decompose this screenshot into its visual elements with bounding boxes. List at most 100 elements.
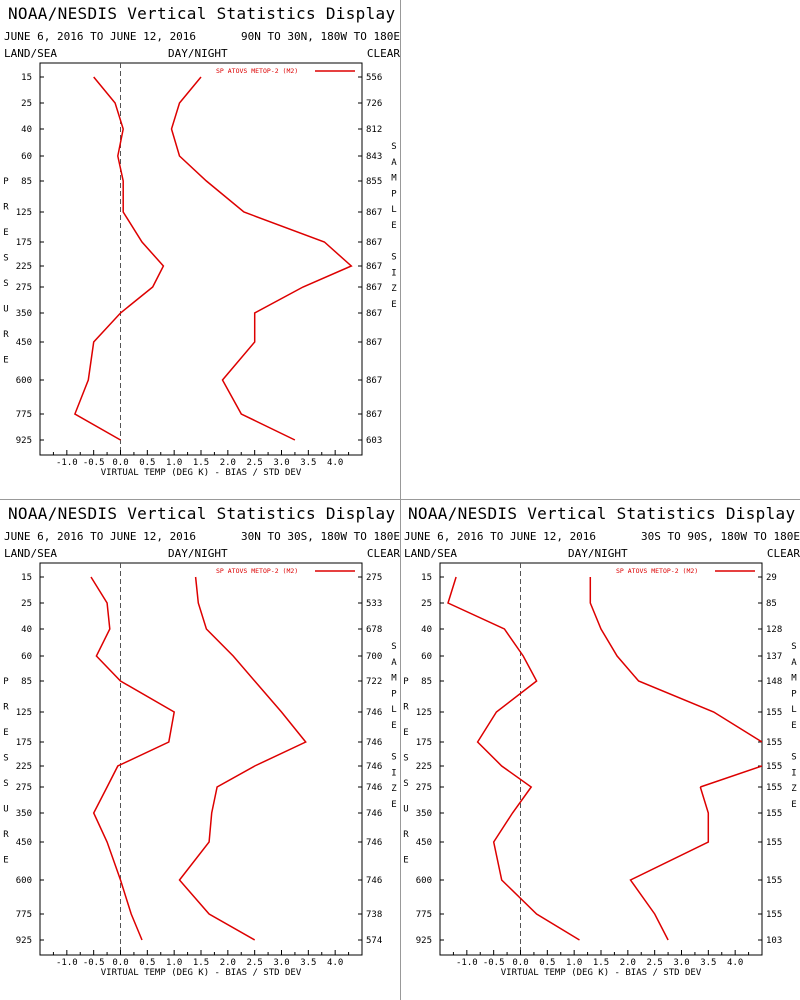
pressure-level-label: 25 bbox=[421, 599, 432, 609]
pressure-level-label: 25 bbox=[21, 99, 32, 109]
sample-size-label: 275 bbox=[366, 573, 382, 583]
land-sea-label: LAND/SEA bbox=[4, 47, 57, 60]
sample-size-axis-letter: I bbox=[791, 768, 796, 778]
sample-size-axis-letter: A bbox=[791, 658, 797, 668]
sample-size-axis-letter: E bbox=[791, 800, 796, 810]
pressure-axis-letter: R bbox=[403, 703, 409, 713]
x-tick-label: 3.0 bbox=[673, 958, 689, 968]
sample-size-axis-letter: P bbox=[391, 189, 397, 199]
panel-divider-horizontal bbox=[0, 499, 800, 500]
sample-size-axis-letter: S bbox=[391, 753, 396, 763]
sample-size-label: 155 bbox=[766, 783, 782, 793]
x-axis-label: VIRTUAL TEMP (DEG K) - BIAS / STD DEV bbox=[501, 968, 702, 978]
pressure-level-label: 225 bbox=[16, 762, 32, 772]
pressure-axis-letter: S bbox=[3, 779, 8, 789]
panel-title: NOAA/NESDIS Vertical Statistics Display bbox=[8, 504, 396, 523]
stats-panel-tropics: NOAA/NESDIS Vertical Statistics Display J… bbox=[0, 500, 400, 1000]
sample-size-label: 867 bbox=[366, 410, 382, 420]
sample-size-label: 726 bbox=[366, 99, 382, 109]
pressure-level-label: 15 bbox=[21, 573, 32, 583]
sample-size-axis-letter: I bbox=[391, 268, 396, 278]
x-tick-label: 0.0 bbox=[112, 958, 128, 968]
sample-size-axis-letter: Z bbox=[391, 284, 397, 294]
clear-label: CLEAR bbox=[366, 547, 400, 560]
sample-size-label: 155 bbox=[766, 876, 782, 886]
pressure-axis-letter: S bbox=[403, 754, 408, 764]
x-tick-label: 2.0 bbox=[220, 958, 236, 968]
pressure-axis-letter: S bbox=[3, 279, 8, 289]
pressure-level-label: 600 bbox=[416, 876, 432, 886]
sample-size-label: 155 bbox=[766, 910, 782, 920]
x-tick-label: 2.0 bbox=[220, 458, 236, 468]
sample-size-label: 855 bbox=[366, 177, 382, 187]
x-tick-label: 0.5 bbox=[139, 458, 155, 468]
pressure-level-label: 925 bbox=[16, 936, 32, 946]
sample-size-label: 867 bbox=[366, 238, 382, 248]
sample-size-label: 678 bbox=[366, 625, 382, 635]
stats-panel-south: NOAA/NESDIS Vertical Statistics Display J… bbox=[400, 500, 800, 1000]
panel-title: NOAA/NESDIS Vertical Statistics Display bbox=[8, 4, 396, 23]
clear-label: CLEAR bbox=[766, 547, 800, 560]
pressure-level-label: 85 bbox=[21, 677, 32, 687]
pressure-level-label: 275 bbox=[16, 283, 32, 293]
x-tick-label: 2.0 bbox=[620, 958, 636, 968]
pressure-axis-letter: E bbox=[3, 228, 8, 238]
sample-size-label: 155 bbox=[766, 738, 782, 748]
pressure-level-label: 40 bbox=[421, 625, 432, 635]
pressure-level-label: 275 bbox=[16, 783, 32, 793]
day-night-label: DAY/NIGHT bbox=[568, 547, 628, 560]
pressure-axis-letter: P bbox=[3, 177, 9, 187]
x-axis-label: VIRTUAL TEMP (DEG K) - BIAS / STD DEV bbox=[101, 468, 302, 478]
sample-size-axis-letter: S bbox=[791, 753, 796, 763]
sample-size-label: 700 bbox=[366, 652, 382, 662]
pressure-level-label: 85 bbox=[421, 677, 432, 687]
sample-size-axis-letter: S bbox=[391, 642, 396, 652]
pressure-level-label: 450 bbox=[16, 338, 32, 348]
pressure-level-label: 225 bbox=[16, 262, 32, 272]
pressure-level-label: 775 bbox=[416, 910, 432, 920]
x-tick-label: 2.5 bbox=[247, 458, 263, 468]
sample-size-label: 574 bbox=[366, 936, 382, 946]
pressure-level-label: 775 bbox=[16, 410, 32, 420]
region-label: 90N TO 30N, 180W TO 180E bbox=[241, 30, 400, 43]
pressure-level-label: 40 bbox=[21, 625, 32, 635]
pressure-axis-letter: R bbox=[3, 330, 9, 340]
x-tick-label: 1.5 bbox=[593, 958, 609, 968]
sample-size-label: 103 bbox=[766, 936, 782, 946]
sample-size-label: 812 bbox=[366, 125, 382, 135]
pressure-level-label: 925 bbox=[416, 936, 432, 946]
date-range: JUNE 6, 2016 TO JUNE 12, 2016 bbox=[404, 530, 597, 543]
x-tick-label: 1.5 bbox=[193, 958, 209, 968]
sample-size-axis-letter: S bbox=[391, 142, 396, 152]
pressure-axis-letter: P bbox=[403, 677, 409, 687]
region-label: 30S TO 90S, 180W TO 180E bbox=[641, 530, 800, 543]
x-tick-label: 4.0 bbox=[327, 458, 343, 468]
x-tick-label: 3.0 bbox=[273, 958, 289, 968]
sample-size-label: 843 bbox=[366, 152, 382, 162]
pressure-axis-letter: R bbox=[3, 830, 9, 840]
sample-size-axis-letter: L bbox=[391, 205, 396, 215]
date-range: JUNE 6, 2016 TO JUNE 12, 2016 bbox=[4, 30, 197, 43]
vertical-stats-chart: -1.0 -0.5 0.0 0.5 1.0 1.5 2.0 2.5 3.0 3.5 4.0 VIRTU… bbox=[403, 562, 797, 978]
sample-size-label: 85 bbox=[766, 599, 777, 609]
pressure-level-label: 175 bbox=[16, 238, 32, 248]
x-tick-label: -1.0 bbox=[56, 958, 78, 968]
sample-size-axis-letter: P bbox=[391, 689, 397, 699]
pressure-axis-letter: R bbox=[403, 830, 409, 840]
x-tick-label: 3.5 bbox=[300, 458, 316, 468]
sample-size-label: 867 bbox=[366, 283, 382, 293]
pressure-level-label: 600 bbox=[16, 876, 32, 886]
pressure-level-label: 175 bbox=[16, 738, 32, 748]
sample-size-label: 722 bbox=[366, 677, 382, 687]
x-axis-label: VIRTUAL TEMP (DEG K) - BIAS / STD DEV bbox=[101, 968, 302, 978]
legend-text: SP ATOVS METOP-2 (M2) bbox=[616, 567, 698, 575]
pressure-level-label: 125 bbox=[16, 208, 32, 218]
x-tick-label: 3.0 bbox=[273, 458, 289, 468]
pressure-level-label: 275 bbox=[416, 783, 432, 793]
sample-size-axis-letter: I bbox=[391, 768, 396, 778]
pressure-level-label: 60 bbox=[21, 652, 32, 662]
x-tick-label: -1.0 bbox=[456, 958, 478, 968]
sample-size-axis-letter: M bbox=[391, 174, 397, 184]
pressure-axis-letter: E bbox=[3, 728, 8, 738]
pressure-level-label: 225 bbox=[416, 762, 432, 772]
